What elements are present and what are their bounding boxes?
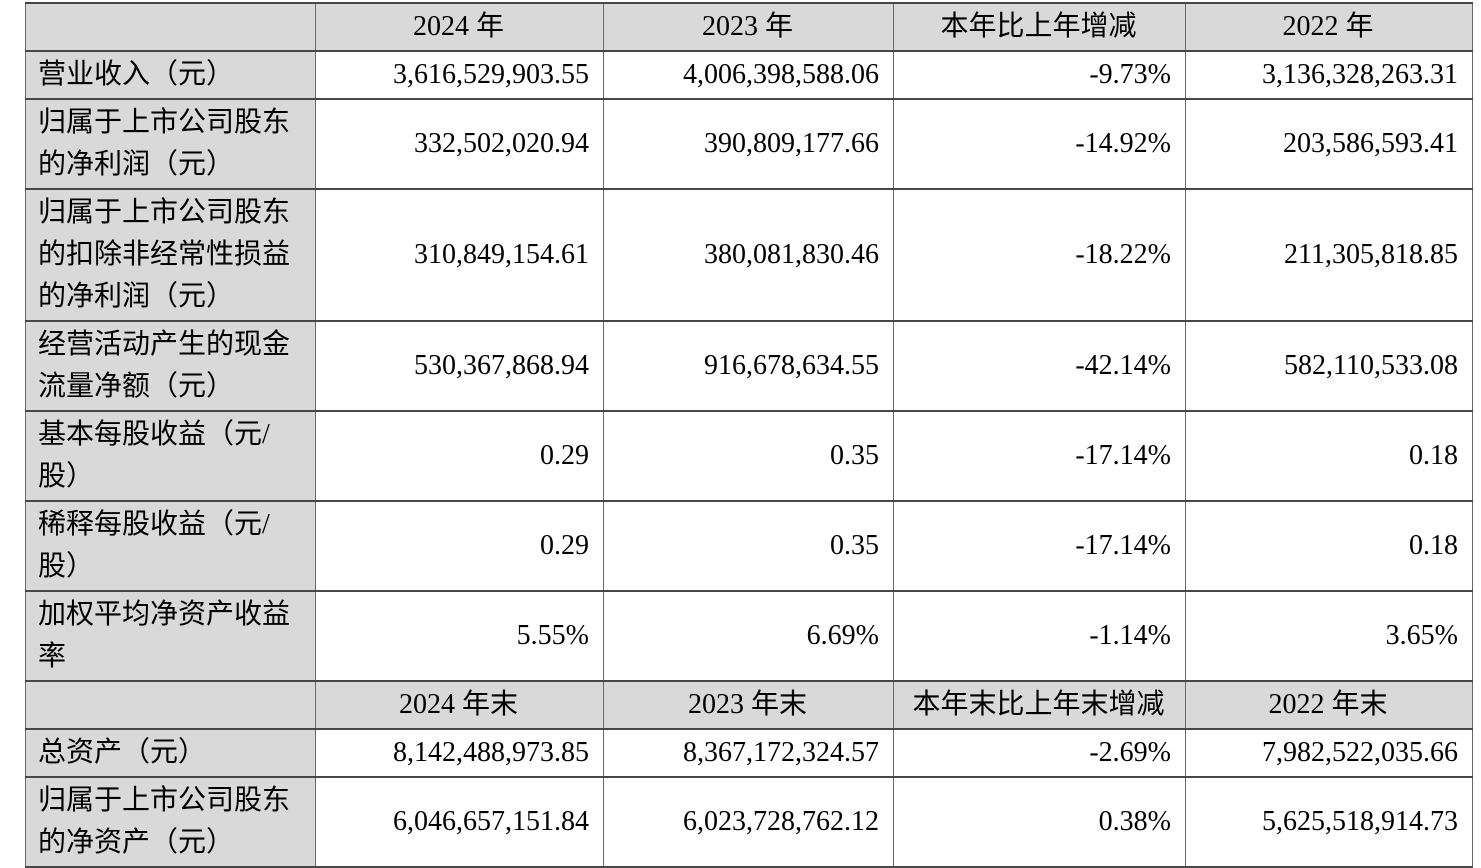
value-end-2023: 8,367,172,324.57 xyxy=(603,728,894,778)
header-cell-year-2022: 2022 年 xyxy=(1185,2,1473,52)
header-cell-end-2024: 2024 年末 xyxy=(315,680,604,730)
value-2024: 3,616,529,903.55 xyxy=(315,50,604,100)
value-end-2023: 6,023,728,762.12 xyxy=(603,776,894,868)
table-row-total-assets: 总资产（元） 8,142,488,973.85 8,367,172,324.57… xyxy=(25,728,1473,778)
table-row-basic-eps: 基本每股收益（元/股） 0.29 0.35 -17.14% 0.18 xyxy=(25,410,1473,502)
value-end-2024: 8,142,488,973.85 xyxy=(315,728,604,778)
value-2023: 380,081,830.46 xyxy=(603,188,894,322)
value-yoy-change: -9.73% xyxy=(893,50,1186,100)
value-yoy-change: -14.92% xyxy=(893,98,1186,190)
table-row-net-assets-attributable: 归属于上市公司股东的净资产（元） 6,046,657,151.84 6,023,… xyxy=(25,776,1473,868)
header-cell-empty xyxy=(25,2,316,52)
table-row-net-profit-attributable: 归属于上市公司股东的净利润（元） 332,502,020.94 390,809,… xyxy=(25,98,1473,190)
table-row-net-profit-excl-nonrecurring: 归属于上市公司股东的扣除非经常性损益的净利润（元） 310,849,154.61… xyxy=(25,188,1473,322)
header-cell-end-2022: 2022 年末 xyxy=(1185,680,1473,730)
value-end-yoy-change: -2.69% xyxy=(893,728,1186,778)
header-cell-year-2023: 2023 年 xyxy=(603,2,894,52)
table-row-operating-revenue: 营业收入（元） 3,616,529,903.55 4,006,398,588.0… xyxy=(25,50,1473,100)
value-2022: 582,110,533.08 xyxy=(1185,320,1473,412)
value-2024: 0.29 xyxy=(315,500,604,592)
value-2023: 6.69% xyxy=(603,590,894,682)
value-2022: 203,586,593.41 xyxy=(1185,98,1473,190)
value-2024: 5.55% xyxy=(315,590,604,682)
value-2022: 3.65% xyxy=(1185,590,1473,682)
value-2022: 0.18 xyxy=(1185,410,1473,502)
value-2022: 0.18 xyxy=(1185,500,1473,592)
key-financials-table: 2024 年 2023 年 本年比上年增减 2022 年 营业收入（元） 3,6… xyxy=(25,2,1473,868)
table-row-diluted-eps: 稀释每股收益（元/股） 0.29 0.35 -17.14% 0.18 xyxy=(25,500,1473,592)
header-cell-end-2023: 2023 年末 xyxy=(603,680,894,730)
value-2023: 916,678,634.55 xyxy=(603,320,894,412)
header-row-period-end: 2024 年末 2023 年末 本年末比上年末增减 2022 年末 xyxy=(25,680,1473,730)
value-2024: 310,849,154.61 xyxy=(315,188,604,322)
value-2023: 4,006,398,588.06 xyxy=(603,50,894,100)
value-end-2022: 5,625,518,914.73 xyxy=(1185,776,1473,868)
value-2024: 530,367,868.94 xyxy=(315,320,604,412)
value-2023: 0.35 xyxy=(603,410,894,502)
value-end-yoy-change: 0.38% xyxy=(893,776,1186,868)
header-cell-year-2024: 2024 年 xyxy=(315,2,604,52)
header-cell-empty xyxy=(25,680,316,730)
value-2023: 390,809,177.66 xyxy=(603,98,894,190)
row-label: 加权平均净资产收益率 xyxy=(25,590,316,682)
row-label: 基本每股收益（元/股） xyxy=(25,410,316,502)
value-2024: 332,502,020.94 xyxy=(315,98,604,190)
value-2024: 0.29 xyxy=(315,410,604,502)
row-label: 经营活动产生的现金流量净额（元） xyxy=(25,320,316,412)
value-yoy-change: -18.22% xyxy=(893,188,1186,322)
value-2022: 211,305,818.85 xyxy=(1185,188,1473,322)
value-end-2022: 7,982,522,035.66 xyxy=(1185,728,1473,778)
row-label: 总资产（元） xyxy=(25,728,316,778)
header-cell-end-yoy-change: 本年末比上年末增减 xyxy=(893,680,1186,730)
row-label: 归属于上市公司股东的净资产（元） xyxy=(25,776,316,868)
value-2022: 3,136,328,263.31 xyxy=(1185,50,1473,100)
value-end-2024: 6,046,657,151.84 xyxy=(315,776,604,868)
table-row-operating-cash-flow: 经营活动产生的现金流量净额（元） 530,367,868.94 916,678,… xyxy=(25,320,1473,412)
value-yoy-change: -17.14% xyxy=(893,410,1186,502)
value-yoy-change: -1.14% xyxy=(893,590,1186,682)
value-yoy-change: -42.14% xyxy=(893,320,1186,412)
header-cell-yoy-change: 本年比上年增减 xyxy=(893,2,1186,52)
value-2023: 0.35 xyxy=(603,500,894,592)
row-label: 归属于上市公司股东的扣除非经常性损益的净利润（元） xyxy=(25,188,316,322)
row-label: 稀释每股收益（元/股） xyxy=(25,500,316,592)
header-row-annual: 2024 年 2023 年 本年比上年增减 2022 年 xyxy=(25,2,1473,52)
row-label: 归属于上市公司股东的净利润（元） xyxy=(25,98,316,190)
row-label: 营业收入（元） xyxy=(25,50,316,100)
table-row-weighted-avg-roe: 加权平均净资产收益率 5.55% 6.69% -1.14% 3.65% xyxy=(25,590,1473,682)
value-yoy-change: -17.14% xyxy=(893,500,1186,592)
